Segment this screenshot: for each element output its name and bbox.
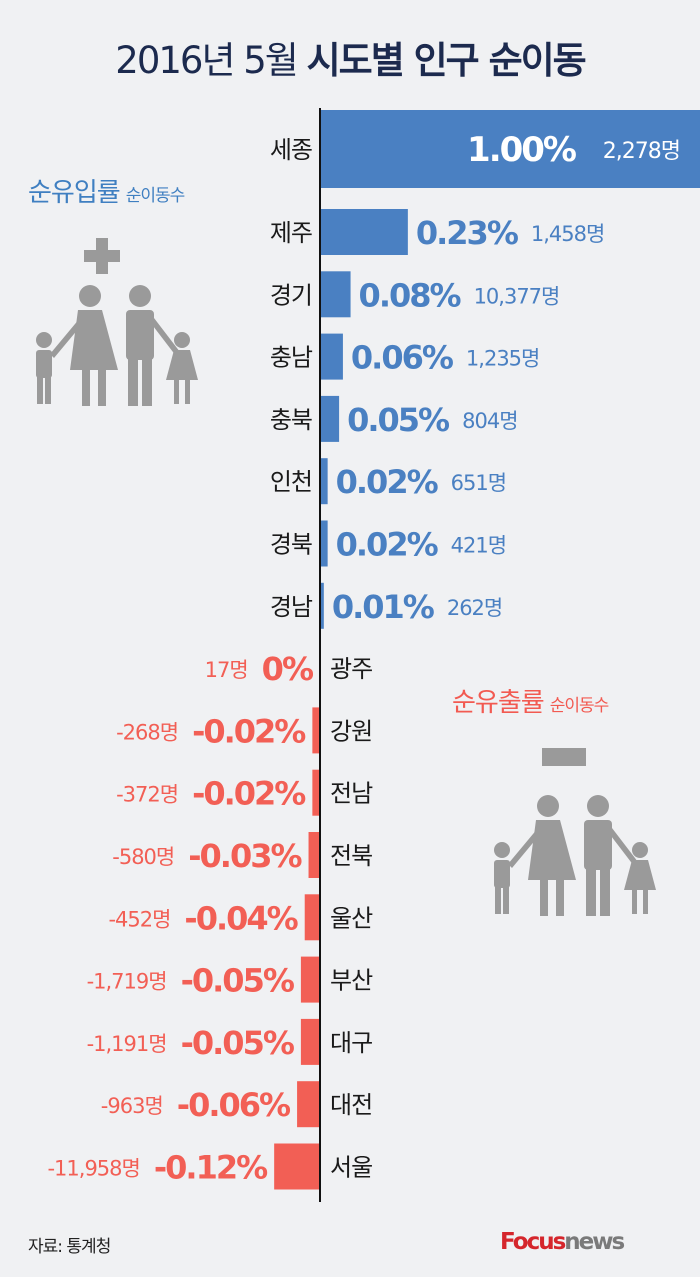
- category-label: 대구: [330, 1029, 372, 1057]
- bar: [320, 271, 351, 318]
- category-label: 경남: [270, 593, 313, 621]
- count-label: -268명: [116, 720, 178, 744]
- rate-label: 1.00%: [467, 130, 576, 170]
- rate-label: -0.12%: [154, 1149, 268, 1187]
- category-label: 전남: [330, 780, 373, 808]
- category-label: 광주: [330, 655, 372, 683]
- bar: [274, 1143, 320, 1190]
- category-label: 충북: [270, 406, 312, 434]
- category-label: 경북: [270, 531, 312, 559]
- rate-label: 0.02%: [336, 526, 439, 564]
- count-label: -452명: [108, 907, 170, 931]
- category-label: 울산: [330, 904, 373, 932]
- bar: [304, 894, 320, 941]
- rate-label: -0.02%: [192, 775, 306, 813]
- category-label: 충남: [270, 344, 313, 372]
- bar: [300, 956, 320, 1003]
- rate-label: 0%: [262, 650, 314, 688]
- family-plus-icon: [36, 238, 198, 406]
- count-label: 262명: [447, 596, 502, 620]
- bar: [320, 582, 324, 629]
- count-label: -963명: [101, 1094, 163, 1118]
- source-note: 자료: 통계청: [28, 1237, 111, 1257]
- bar: [308, 832, 320, 878]
- bar: [312, 707, 320, 754]
- focusnews-logo: Focusnews: [500, 1229, 625, 1255]
- rate-label: 0.06%: [351, 339, 454, 377]
- count-label: -1,191명: [87, 1032, 167, 1056]
- legend-net-inflow: 순유입률 순이동수: [28, 178, 185, 208]
- rate-label: -0.02%: [192, 712, 306, 750]
- category-label: 세종: [270, 136, 312, 164]
- bar: [320, 395, 340, 442]
- category-label: 제주: [270, 219, 312, 247]
- rate-label: 0.08%: [359, 276, 462, 314]
- count-label: 17명: [205, 658, 248, 682]
- count-label: 804명: [462, 409, 517, 433]
- bar: [320, 110, 700, 188]
- count-label: 2,278명: [603, 139, 680, 164]
- category-label: 서울: [330, 1154, 372, 1182]
- bar: [320, 209, 408, 255]
- count-label: 651명: [451, 471, 506, 495]
- category-label: 전북: [330, 842, 372, 870]
- rate-label: -0.05%: [181, 1024, 295, 1062]
- category-label: 경기: [270, 281, 312, 309]
- rate-label: 0.23%: [416, 214, 519, 252]
- bar: [297, 1081, 320, 1128]
- bar: [312, 769, 320, 816]
- rate-label: -0.04%: [184, 899, 298, 937]
- bar: [320, 458, 328, 505]
- category-label: 부산: [330, 967, 373, 995]
- count-label: 1,458명: [531, 222, 604, 246]
- count-label: -1,719명: [87, 970, 167, 994]
- category-label: 강원: [330, 717, 372, 745]
- rate-label: -0.06%: [177, 1086, 291, 1124]
- rate-label: 0.02%: [336, 463, 439, 501]
- family-minus-icon: [494, 748, 656, 916]
- count-label: 1,235명: [466, 347, 539, 371]
- rate-label: 0.05%: [347, 401, 450, 439]
- category-label: 대전: [330, 1091, 372, 1119]
- bar: [320, 333, 343, 380]
- count-label: -372명: [116, 783, 178, 807]
- bar: [320, 520, 328, 567]
- category-label: 인천: [270, 468, 312, 496]
- count-label: 421명: [451, 534, 506, 558]
- rate-label: -0.03%: [188, 837, 302, 875]
- rate-label: 0.01%: [332, 588, 435, 626]
- page-title: 2016년 5월 시도별 인구 순이동: [115, 39, 586, 82]
- legend-net-outflow: 순유출률 순이동수: [452, 688, 609, 718]
- count-label: -11,958명: [47, 1157, 139, 1181]
- count-label: -580명: [112, 845, 174, 869]
- count-label: 10,377명: [474, 284, 560, 308]
- rate-label: -0.05%: [181, 962, 295, 1000]
- bar: [300, 1018, 320, 1065]
